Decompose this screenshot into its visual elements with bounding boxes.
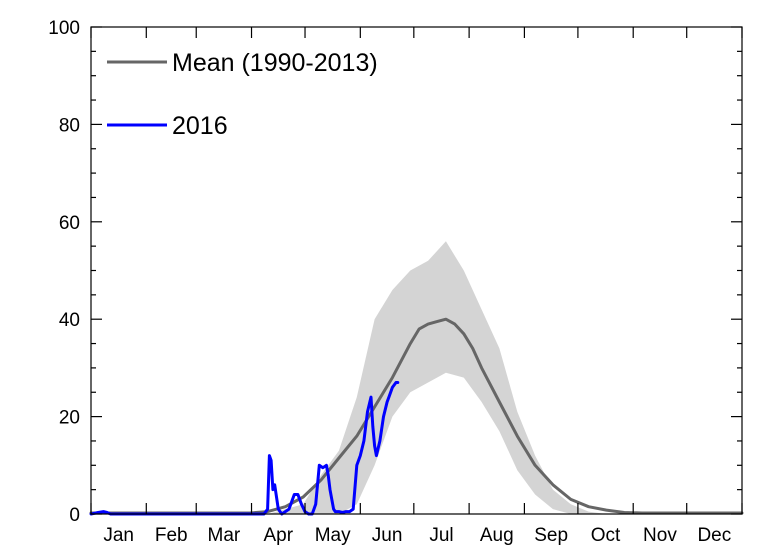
std-band [91, 241, 742, 515]
legend-label-mean: Mean (1990-2013) [172, 49, 378, 77]
x-tick-label-aug: Aug [480, 525, 514, 546]
series-line-mean [89, 317, 744, 515]
x-tick-label-jun: Jun [372, 525, 403, 546]
legend: Mean (1990-2013) 2016 [107, 49, 378, 140]
x-tick-label-jan: Jan [103, 525, 134, 546]
x-tick-label-may: May [315, 525, 351, 546]
x-tick-label-apr: Apr [263, 525, 293, 546]
x-tick-label-feb: Feb [155, 525, 188, 546]
y-tick-label-100: 100 [48, 18, 80, 39]
y-tick-label-0: 0 [69, 505, 80, 526]
x-tick-label-mar: Mar [208, 525, 241, 546]
y-tick-label-40: 40 [59, 310, 80, 331]
x-tick-label-oct: Oct [591, 525, 621, 546]
x-tick-label-sep: Sep [534, 525, 568, 546]
y-tick-label-60: 60 [59, 213, 80, 234]
std-band-layer [91, 241, 742, 515]
x-tick-label-nov: Nov [643, 525, 677, 546]
legend-label-2016: 2016 [172, 112, 228, 140]
y-tick-label-20: 20 [59, 408, 80, 429]
ticks [90, 26, 743, 515]
x-tick-label-jul: Jul [429, 525, 453, 546]
x-tick-label-dec: Dec [697, 525, 731, 546]
y-tick-label-80: 80 [59, 115, 80, 136]
tick-labels: Jan Feb Mar Apr May Jun Jul Aug Sep Oct Nov Dec 0 20 4… [48, 18, 731, 546]
